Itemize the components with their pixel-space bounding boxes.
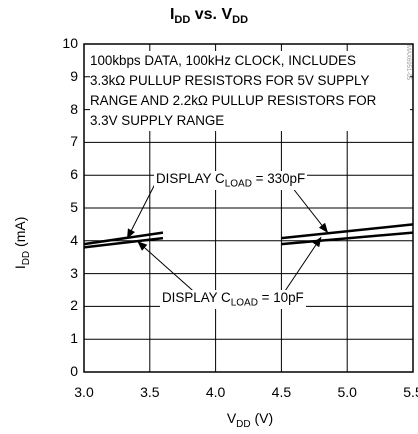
x-tick-label: 4.5 xyxy=(271,384,292,400)
label-cload-10pf: DISPLAY CLOAD = 10pF xyxy=(160,290,306,309)
x-tick-label: 3.0 xyxy=(74,384,94,400)
x-tick-label: 5.0 xyxy=(337,384,357,400)
series-line-2 xyxy=(83,236,164,249)
series-line-4 xyxy=(281,231,414,246)
chart-annotation: 100kbps DATA, 100kHz CLOCK, INCLUDES 3.3… xyxy=(90,51,410,131)
arrow-330pf-right xyxy=(287,181,329,234)
y-tick-label: 10 xyxy=(62,35,78,51)
y-tick-label: 9 xyxy=(70,67,78,84)
chart-title: IDD vs. VDD xyxy=(169,6,249,27)
y-tick-label: 1 xyxy=(70,330,78,347)
arrow-330pf-left xyxy=(126,181,157,240)
y-tick-label: 2 xyxy=(70,297,78,314)
plot-frame xyxy=(83,43,414,373)
y-tick-label: 8 xyxy=(70,100,78,117)
arrow-10pf-right xyxy=(280,236,322,298)
y-tick-label: 5 xyxy=(70,199,78,215)
series-line-1 xyxy=(83,231,164,246)
series-line-3 xyxy=(281,223,414,240)
y-tick-label: 3 xyxy=(70,264,78,281)
y-tick-label: 6 xyxy=(70,166,78,183)
watermark: MAX6951-05 xyxy=(405,45,411,81)
label-cload-330pf: DISPLAY CLOAD = 330pF xyxy=(154,171,308,190)
y-tick-label: 4 xyxy=(70,231,78,248)
x-tick-label: 4.0 xyxy=(205,384,226,400)
x-tick-label: 5.5 xyxy=(403,384,418,400)
y-tick-label: 7 xyxy=(70,133,78,150)
arrow-10pf-left xyxy=(137,241,201,298)
x-axis-label: VDD (V) xyxy=(226,410,274,430)
y-tick-label: 0 xyxy=(70,363,78,379)
x-tick-label: 3.5 xyxy=(140,384,160,400)
